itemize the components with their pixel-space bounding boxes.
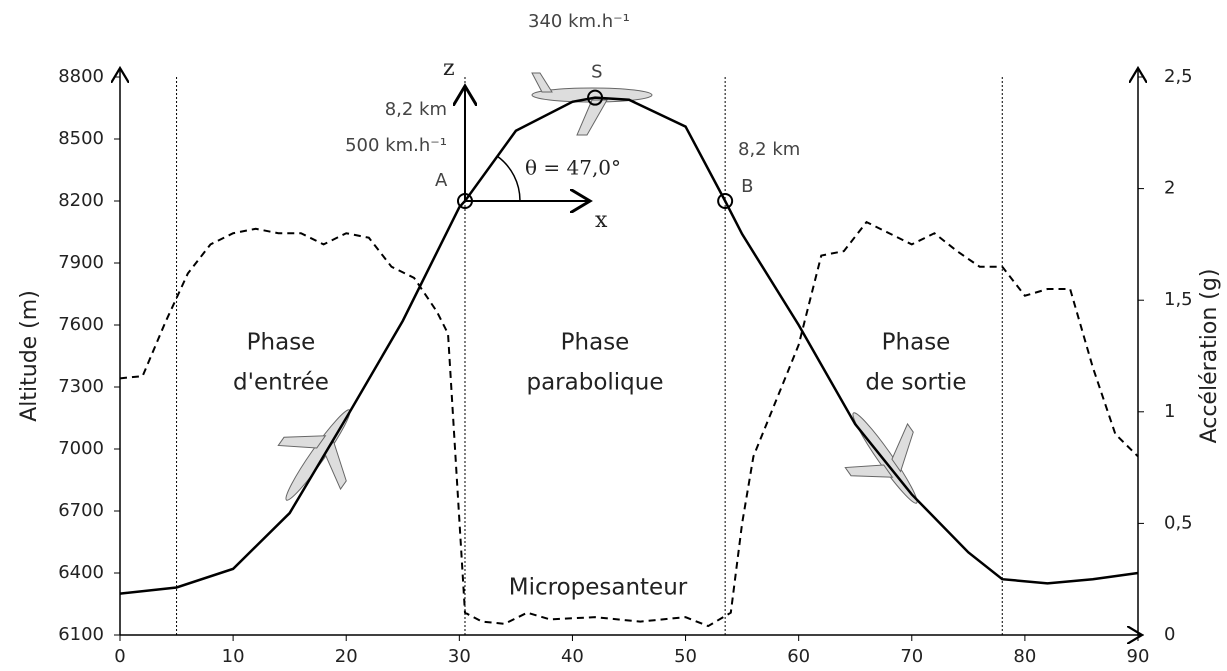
angle-label: θ = 47,0° bbox=[525, 156, 621, 180]
micro-label: Micropesanteur bbox=[509, 575, 688, 601]
y-tick-label: 8200 bbox=[58, 190, 104, 211]
airplane bbox=[277, 409, 351, 501]
y-tick-label: 6700 bbox=[58, 500, 104, 521]
axes bbox=[120, 68, 1142, 635]
annotation: 8,2 km bbox=[385, 99, 447, 120]
point-label: B bbox=[741, 176, 753, 197]
y-tick-label: 6400 bbox=[58, 562, 104, 583]
axis-label: x bbox=[595, 208, 608, 233]
x-tick-label: 0 bbox=[114, 646, 125, 667]
x-tick-label: 70 bbox=[900, 646, 923, 667]
y-tick-label: 6100 bbox=[58, 624, 104, 645]
x-tick-label: 30 bbox=[448, 646, 471, 667]
y2-tick-label: 1,5 bbox=[1164, 289, 1193, 310]
y-tick-label: 8500 bbox=[58, 128, 104, 149]
annotation: 500 km.h⁻¹ bbox=[345, 135, 447, 156]
point bbox=[587, 89, 604, 106]
y-tick-label: 7300 bbox=[58, 376, 104, 397]
phase-label: Phase bbox=[247, 330, 316, 356]
y2-tick-label: 2 bbox=[1164, 178, 1175, 199]
x-tick-label: 90 bbox=[1127, 646, 1150, 667]
point bbox=[456, 193, 473, 209]
phase-label: Phase bbox=[561, 330, 630, 356]
y2-tick-label: 1 bbox=[1164, 401, 1175, 422]
data-line bbox=[119, 96, 1139, 595]
x-tick-label: 60 bbox=[787, 646, 810, 667]
phase-label: de sortie bbox=[865, 370, 966, 396]
data-line bbox=[119, 220, 1139, 628]
x-tick-label: 80 bbox=[1013, 646, 1036, 667]
y2-tick-label: 2,5 bbox=[1164, 66, 1193, 87]
y-tick-label: 8800 bbox=[58, 66, 104, 87]
point bbox=[717, 193, 734, 209]
point-label: S bbox=[591, 62, 602, 83]
angle-arc bbox=[496, 155, 521, 202]
y-tick-label: 7900 bbox=[58, 252, 104, 273]
y2-axis-label: Accélération (g) bbox=[1197, 269, 1222, 444]
annotation: 340 km.h⁻¹ bbox=[528, 11, 630, 32]
axis-label: z bbox=[443, 56, 455, 81]
y-axis-label: Altitude (m) bbox=[17, 290, 42, 422]
airplane bbox=[844, 412, 918, 504]
y2-tick-label: 0,5 bbox=[1164, 512, 1193, 533]
y-tick-label: 7600 bbox=[58, 314, 104, 335]
phase-label: parabolique bbox=[526, 370, 663, 396]
annotation: 8,2 km bbox=[738, 139, 800, 160]
x-tick-label: 20 bbox=[335, 646, 358, 667]
phase-label: Phase bbox=[882, 330, 951, 356]
x-tick-label: 50 bbox=[674, 646, 697, 667]
x-tick-label: 10 bbox=[222, 646, 245, 667]
y2-tick-label: 0 bbox=[1164, 624, 1175, 645]
point-label: A bbox=[435, 170, 448, 191]
x-tick-label: 40 bbox=[561, 646, 584, 667]
phase-label: d'entrée bbox=[233, 370, 329, 396]
y-tick-label: 7000 bbox=[58, 438, 104, 459]
